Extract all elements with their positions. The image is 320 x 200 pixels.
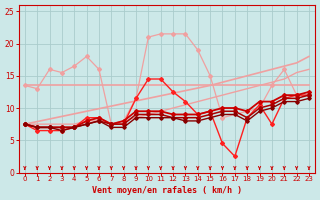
X-axis label: Vent moyen/en rafales ( km/h ): Vent moyen/en rafales ( km/h ) <box>92 186 242 195</box>
